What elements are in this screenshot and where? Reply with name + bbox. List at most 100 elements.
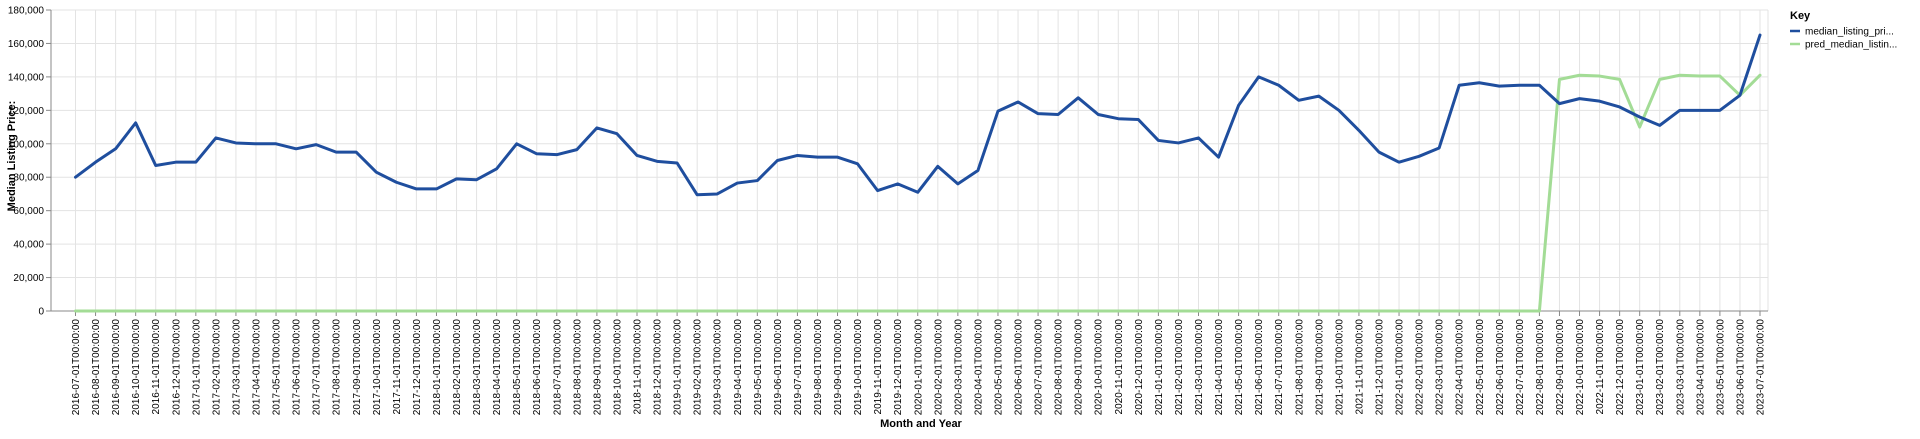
x-tick-label: 2021-08-01T00:00:00: [1294, 319, 1305, 416]
x-tick-label: 2023-04-01T00:00:00: [1695, 319, 1706, 416]
x-tick-label: 2016-12-01T00:00:00: [171, 319, 182, 416]
y-tick-label: 60,000: [13, 206, 44, 217]
x-tick-label: 2017-02-01T00:00:00: [211, 319, 222, 416]
x-tick-label: 2020-12-01T00:00:00: [1134, 319, 1145, 416]
x-tick-label: 2018-04-01T00:00:00: [492, 319, 503, 416]
x-tick-label: 2021-01-01T00:00:00: [1154, 319, 1165, 416]
y-tick-label: 180,000: [8, 6, 45, 17]
x-tick-label: 2016-08-01T00:00:00: [91, 319, 102, 416]
x-tick-label: 2020-02-01T00:00:00: [933, 319, 944, 416]
x-tick-label: 2022-10-01T00:00:00: [1575, 319, 1586, 416]
x-tick-label: 2021-11-01T00:00:00: [1354, 319, 1365, 415]
x-tick-label: 2020-01-01T00:00:00: [913, 319, 924, 416]
x-tick-label: 2018-10-01T00:00:00: [612, 319, 623, 416]
x-tick-label: 2023-05-01T00:00:00: [1715, 319, 1726, 416]
x-tick-label: 2017-06-01T00:00:00: [292, 319, 303, 416]
x-tick-label: 2020-11-01T00:00:00: [1114, 319, 1125, 415]
legend-title: Key: [1790, 10, 1811, 22]
x-tick-label: 2019-03-01T00:00:00: [713, 319, 724, 416]
x-tick-label: 2019-07-01T00:00:00: [793, 319, 804, 416]
y-tick-label: 120,000: [8, 106, 45, 117]
x-tick-label: 2018-09-01T00:00:00: [592, 319, 603, 416]
x-tick-label: 2023-02-01T00:00:00: [1655, 319, 1666, 416]
x-tick-label: 2018-08-01T00:00:00: [572, 319, 583, 416]
y-tick-label: 0: [38, 307, 44, 318]
pred-median-listing-price-line: [74, 73, 1762, 313]
x-tick-label: 2021-05-01T00:00:00: [1234, 319, 1245, 416]
x-tick-label: 2018-06-01T00:00:00: [532, 319, 543, 416]
legend-label: pred_median_listin...: [1805, 40, 1897, 51]
x-tick-label: 2022-02-01T00:00:00: [1415, 319, 1426, 416]
x-tick-label: 2018-12-01T00:00:00: [653, 319, 664, 416]
median-listing-price-line: [74, 33, 1762, 197]
x-tick-label: 2019-05-01T00:00:00: [753, 319, 764, 416]
x-tick-label: 2022-07-01T00:00:00: [1515, 319, 1526, 416]
x-tick-label: 2017-11-01T00:00:00: [392, 319, 403, 415]
x-tick-label: 2018-05-01T00:00:00: [512, 319, 523, 416]
x-tick-label: 2018-03-01T00:00:00: [472, 319, 483, 416]
y-tick-label: 100,000: [8, 139, 45, 150]
x-tick-label: 2022-09-01T00:00:00: [1555, 319, 1566, 416]
y-tick-label: 20,000: [13, 273, 44, 284]
x-tick-label: 2021-04-01T00:00:00: [1214, 319, 1225, 416]
x-tick-label: 2021-07-01T00:00:00: [1274, 319, 1285, 416]
legend[interactable]: Key median_listing_pri... pred_median_lis…: [1790, 10, 1897, 51]
x-tick-label: 2019-12-01T00:00:00: [893, 319, 904, 416]
x-tick-label: 2018-01-01T00:00:00: [432, 319, 443, 416]
x-tick-label: 2020-08-01T00:00:00: [1054, 319, 1065, 416]
x-tick-label: 2018-07-01T00:00:00: [552, 319, 563, 416]
x-tick-label: 2017-09-01T00:00:00: [352, 319, 363, 416]
x-tick-label: 2020-07-01T00:00:00: [1034, 319, 1045, 416]
gridlines: [51, 9, 1769, 312]
x-tick-label: 2019-04-01T00:00:00: [733, 319, 744, 416]
x-tick-label: 2022-06-01T00:00:00: [1495, 319, 1506, 416]
x-tick-label: 2020-03-01T00:00:00: [953, 319, 964, 416]
x-tick-label: 2019-08-01T00:00:00: [813, 319, 824, 416]
y-tick-label: 80,000: [13, 173, 44, 184]
x-tick-label: 2017-10-01T00:00:00: [372, 319, 383, 416]
x-tick-label: 2017-01-01T00:00:00: [191, 319, 202, 416]
series-lines: [74, 33, 1762, 313]
x-tick-label: 2019-01-01T00:00:00: [673, 319, 684, 416]
x-tick-label: 2023-07-01T00:00:00: [1756, 319, 1767, 416]
x-tick-label: 2021-09-01T00:00:00: [1314, 319, 1325, 416]
x-tick-label: 2023-06-01T00:00:00: [1735, 319, 1746, 416]
x-tick-label: 2022-08-01T00:00:00: [1535, 319, 1546, 416]
x-tick-label: 2016-07-01T00:00:00: [71, 319, 82, 416]
x-tick-label: 2020-04-01T00:00:00: [973, 319, 984, 416]
y-tick-label: 40,000: [13, 240, 44, 251]
x-tick-label: 2018-02-01T00:00:00: [452, 319, 463, 416]
x-tick-label: 2022-05-01T00:00:00: [1475, 319, 1486, 416]
x-tick-label: 2022-01-01T00:00:00: [1395, 319, 1406, 416]
x-tick-label: 2019-09-01T00:00:00: [833, 319, 844, 416]
x-tick-label: 2017-12-01T00:00:00: [412, 319, 423, 416]
x-tick-label: 2019-02-01T00:00:00: [693, 319, 704, 416]
x-tick-label: 2019-10-01T00:00:00: [853, 319, 864, 416]
x-tick-label: 2017-05-01T00:00:00: [272, 319, 283, 416]
x-tick-label: 2020-10-01T00:00:00: [1094, 319, 1105, 416]
x-tick-label: 2017-03-01T00:00:00: [231, 319, 242, 416]
x-tick-label: 2017-07-01T00:00:00: [312, 319, 323, 416]
x-tick-label: 2021-03-01T00:00:00: [1194, 319, 1205, 416]
x-tick-label: 2022-04-01T00:00:00: [1455, 319, 1466, 416]
x-tick-label: 2023-03-01T00:00:00: [1675, 319, 1686, 416]
x-tick-label: 2020-06-01T00:00:00: [1014, 319, 1025, 416]
x-tick-label: 2021-02-01T00:00:00: [1174, 319, 1185, 416]
x-tick-label: 2021-12-01T00:00:00: [1374, 319, 1385, 416]
x-tick-label: 2020-05-01T00:00:00: [993, 319, 1004, 416]
x-tick-label: 2018-11-01T00:00:00: [633, 319, 644, 415]
legend-label: median_listing_pri...: [1805, 27, 1894, 38]
x-tick-label: 2017-04-01T00:00:00: [251, 319, 262, 416]
x-tick-label: 2016-11-01T00:00:00: [151, 319, 162, 415]
x-tick-label: 2016-10-01T00:00:00: [131, 319, 142, 416]
x-tick-label: 2022-12-01T00:00:00: [1615, 319, 1626, 416]
axes: 0 20,000 40,000 60,000 80,000 100,000 120,000 1…: [8, 6, 1768, 416]
x-tick-label: 2021-10-01T00:00:00: [1334, 319, 1345, 416]
x-tick-label: 2019-06-01T00:00:00: [773, 319, 784, 416]
x-tick-label: 2017-08-01T00:00:00: [332, 319, 343, 416]
x-tick-label: 2022-11-01T00:00:00: [1595, 319, 1606, 415]
x-tick-label: 2022-03-01T00:00:00: [1435, 319, 1446, 416]
x-tick-label: 2020-09-01T00:00:00: [1074, 319, 1085, 416]
